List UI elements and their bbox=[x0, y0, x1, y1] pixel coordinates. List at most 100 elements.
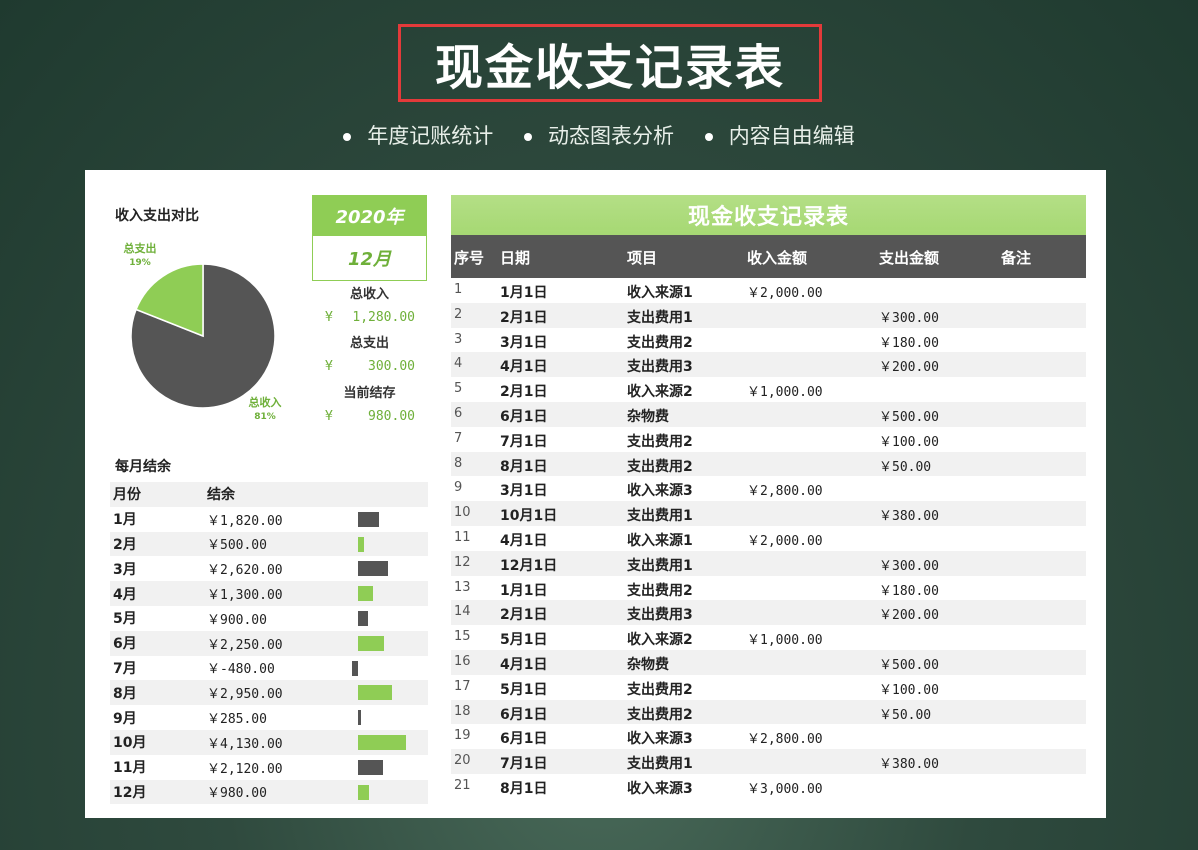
year-value[interactable]: 2020年 bbox=[313, 196, 426, 236]
table-row[interactable]: 6 6月1日 杂物费 ￥500.00 bbox=[451, 401, 1086, 427]
row-index[interactable]: 6 bbox=[454, 405, 463, 421]
table-row[interactable]: 18 6月1日 支出费用2 ￥50.00 bbox=[451, 699, 1086, 725]
row-index[interactable]: 21 bbox=[454, 777, 471, 793]
table-row[interactable]: 7 7月1日 支出费用2 ￥100.00 bbox=[451, 427, 1086, 452]
row-date[interactable]: 7月1日 bbox=[500, 756, 548, 773]
row-index[interactable]: 13 bbox=[454, 579, 471, 595]
row-date[interactable]: 4月1日 bbox=[500, 656, 548, 673]
row-income[interactable]: ￥1,000.00 bbox=[747, 633, 823, 649]
row-date[interactable]: 3月1日 bbox=[500, 483, 548, 500]
table-row[interactable]: 19 6月1日 收入来源3 ￥2,800.00 bbox=[451, 724, 1086, 749]
row-expense[interactable]: ￥380.00 bbox=[879, 757, 939, 773]
row-item[interactable]: 支出费用1 bbox=[627, 508, 693, 525]
table-row[interactable]: 20 7月1日 支出费用1 ￥380.00 bbox=[451, 749, 1086, 774]
row-expense[interactable]: ￥200.00 bbox=[879, 360, 939, 376]
row-index[interactable]: 18 bbox=[454, 703, 471, 719]
table-row[interactable]: 13 1月1日 支出费用2 ￥180.00 bbox=[451, 576, 1086, 601]
table-row[interactable]: 12 12月1日 支出费用1 ￥300.00 bbox=[451, 550, 1086, 576]
row-index[interactable]: 7 bbox=[454, 430, 463, 446]
row-index[interactable]: 19 bbox=[454, 728, 471, 744]
table-row[interactable]: 10 10月1日 支出费用1 ￥380.00 bbox=[451, 501, 1086, 526]
table-row[interactable]: 11 4月1日 收入来源1 ￥2,000.00 bbox=[451, 526, 1086, 551]
row-index[interactable]: 10 bbox=[454, 505, 471, 521]
row-item[interactable]: 收入来源1 bbox=[627, 532, 693, 549]
row-date[interactable]: 7月1日 bbox=[500, 433, 548, 450]
row-expense[interactable]: ￥300.00 bbox=[879, 310, 939, 326]
row-item[interactable]: 收入来源2 bbox=[627, 632, 693, 649]
row-date[interactable]: 3月1日 bbox=[500, 334, 548, 351]
row-index[interactable]: 9 bbox=[454, 480, 463, 496]
row-index[interactable]: 2 bbox=[454, 306, 463, 322]
row-index[interactable]: 20 bbox=[454, 753, 471, 769]
period-selector[interactable]: 2020年 12月 bbox=[312, 195, 427, 281]
row-expense[interactable]: ￥180.00 bbox=[879, 583, 939, 599]
row-expense[interactable]: ￥50.00 bbox=[879, 459, 932, 475]
row-date[interactable]: 4月1日 bbox=[500, 359, 548, 376]
row-date[interactable]: 2月1日 bbox=[500, 309, 548, 326]
row-date[interactable]: 4月1日 bbox=[500, 532, 548, 549]
row-income[interactable]: ￥2,000.00 bbox=[747, 286, 823, 301]
row-expense[interactable]: ￥100.00 bbox=[879, 434, 939, 450]
row-expense[interactable]: ￥180.00 bbox=[879, 335, 939, 351]
table-row[interactable]: 9 3月1日 收入来源3 ￥2,800.00 bbox=[451, 476, 1086, 501]
row-income[interactable]: ￥2,000.00 bbox=[747, 533, 823, 549]
row-date[interactable]: 2月1日 bbox=[500, 607, 548, 624]
row-date[interactable]: 6月1日 bbox=[500, 731, 548, 748]
row-index[interactable]: 4 bbox=[454, 356, 463, 372]
row-date[interactable]: 6月1日 bbox=[500, 408, 548, 425]
table-row[interactable]: 5 2月1日 收入来源2 ￥1,000.00 bbox=[451, 377, 1086, 402]
row-date[interactable]: 12月1日 bbox=[500, 557, 558, 574]
row-expense[interactable]: ￥300.00 bbox=[879, 558, 939, 574]
row-index[interactable]: 8 bbox=[454, 455, 463, 471]
row-item[interactable]: 支出费用2 bbox=[627, 706, 693, 723]
row-date[interactable]: 5月1日 bbox=[500, 632, 548, 649]
row-item[interactable]: 支出费用3 bbox=[627, 359, 693, 376]
table-row[interactable]: 3 3月1日 支出费用2 ￥180.00 bbox=[451, 328, 1086, 353]
row-index[interactable]: 16 bbox=[454, 653, 471, 669]
row-item[interactable]: 支出费用2 bbox=[627, 433, 693, 450]
row-date[interactable]: 10月1日 bbox=[500, 508, 558, 525]
row-item[interactable]: 杂物费 bbox=[627, 656, 669, 673]
row-expense[interactable]: ￥200.00 bbox=[879, 608, 939, 624]
row-date[interactable]: 1月1日 bbox=[500, 582, 548, 599]
row-index[interactable]: 3 bbox=[454, 331, 463, 347]
table-row[interactable]: 15 5月1日 收入来源2 ￥1,000.00 bbox=[451, 625, 1086, 650]
month-value[interactable]: 12月 bbox=[347, 249, 392, 270]
row-item[interactable]: 杂物费 bbox=[627, 408, 669, 425]
row-income[interactable]: ￥2,800.00 bbox=[747, 484, 823, 500]
table-row[interactable]: 21 8月1日 收入来源3 ￥3,000.00 bbox=[451, 774, 1086, 799]
row-item[interactable]: 收入来源3 bbox=[627, 780, 693, 797]
row-index[interactable]: 15 bbox=[454, 629, 471, 645]
row-item[interactable]: 支出费用2 bbox=[627, 458, 693, 475]
row-index[interactable]: 12 bbox=[454, 554, 471, 570]
row-item[interactable]: 支出费用1 bbox=[627, 756, 693, 773]
row-expense[interactable]: ￥500.00 bbox=[879, 657, 939, 673]
row-item[interactable]: 支出费用2 bbox=[627, 681, 693, 698]
row-item[interactable]: 支出费用2 bbox=[627, 582, 693, 599]
row-item[interactable]: 收入来源3 bbox=[627, 483, 693, 500]
row-index[interactable]: 14 bbox=[454, 604, 471, 620]
row-item[interactable]: 支出费用2 bbox=[627, 334, 693, 351]
row-item[interactable]: 收入来源3 bbox=[627, 731, 693, 748]
row-date[interactable]: 6月1日 bbox=[500, 706, 548, 723]
row-date[interactable]: 2月1日 bbox=[500, 384, 548, 401]
table-row[interactable]: 1 1月1日 收入来源1 ￥2,000.00 bbox=[451, 278, 1086, 303]
row-income[interactable]: ￥1,000.00 bbox=[747, 385, 823, 401]
row-date[interactable]: 5月1日 bbox=[500, 681, 548, 698]
row-item[interactable]: 收入来源2 bbox=[627, 384, 693, 401]
table-row[interactable]: 2 2月1日 支出费用1 ￥300.00 bbox=[451, 302, 1086, 328]
table-row[interactable]: 4 4月1日 支出费用3 ￥200.00 bbox=[451, 352, 1086, 378]
row-date[interactable]: 8月1日 bbox=[500, 780, 548, 797]
row-item[interactable]: 支出费用1 bbox=[627, 557, 693, 574]
row-item[interactable]: 收入来源1 bbox=[627, 285, 693, 301]
row-index[interactable]: 17 bbox=[454, 678, 471, 694]
row-income[interactable]: ￥2,800.00 bbox=[747, 732, 823, 748]
row-index[interactable]: 1 bbox=[454, 282, 463, 297]
table-row[interactable]: 8 8月1日 支出费用2 ￥50.00 bbox=[451, 451, 1086, 477]
table-row[interactable]: 17 5月1日 支出费用2 ￥100.00 bbox=[451, 675, 1086, 700]
row-item[interactable]: 支出费用3 bbox=[627, 607, 693, 624]
row-expense[interactable]: ￥380.00 bbox=[879, 509, 939, 525]
row-expense[interactable]: ￥50.00 bbox=[879, 707, 932, 723]
row-income[interactable]: ￥3,000.00 bbox=[747, 781, 823, 797]
row-date[interactable]: 8月1日 bbox=[500, 458, 548, 475]
